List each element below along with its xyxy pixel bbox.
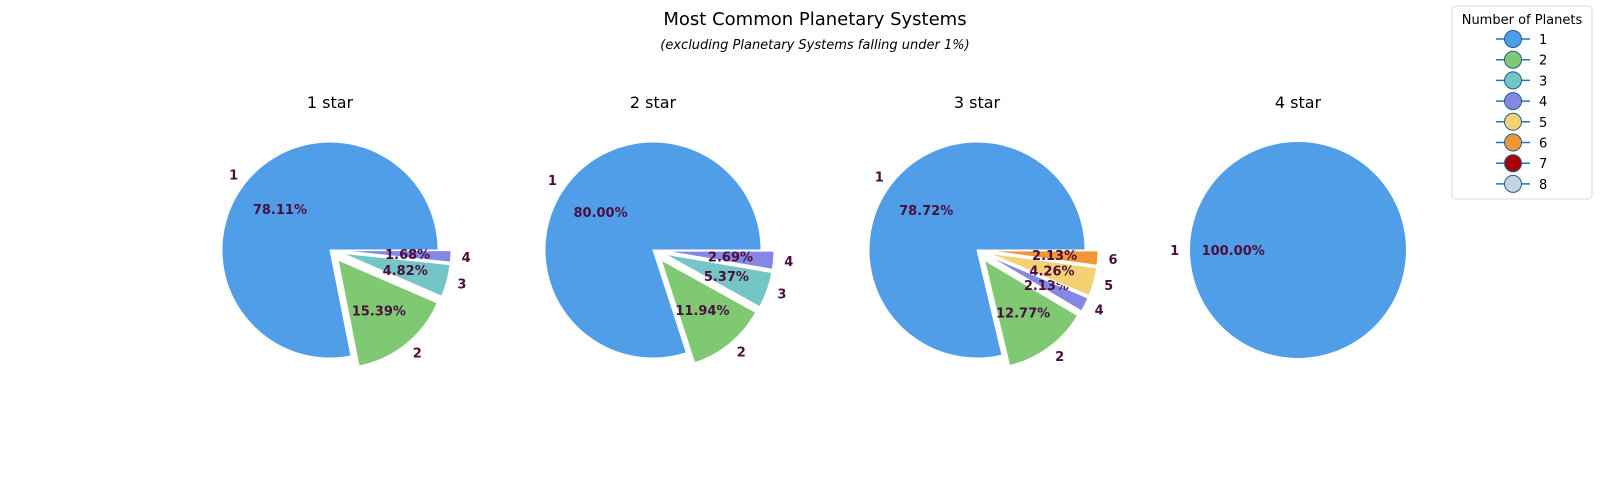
legend-item: 7 bbox=[1496, 154, 1547, 173]
pie-slice bbox=[221, 141, 439, 359]
legend-frame bbox=[1451, 5, 1593, 200]
legend-item: 4 bbox=[1496, 92, 1547, 111]
pie-title: 1 star bbox=[307, 93, 354, 112]
legend-item: 8 bbox=[1496, 174, 1547, 193]
legend-marker bbox=[1504, 154, 1522, 173]
legend-item: 1 bbox=[1496, 30, 1547, 48]
slice-percent-label: 4.26% bbox=[1029, 265, 1074, 280]
pie-title: 4 star bbox=[1275, 93, 1322, 112]
slice-category-label: 1 bbox=[229, 169, 238, 184]
slice-percent-label: 5.37% bbox=[704, 270, 749, 285]
pie-slice bbox=[1190, 142, 1406, 358]
slice-percent-label: 2.69% bbox=[708, 251, 753, 266]
slice-category-label: 5 bbox=[1104, 279, 1113, 294]
slice-percent-label: 12.77% bbox=[996, 307, 1050, 322]
slice-percent-label: 78.72% bbox=[899, 204, 953, 219]
legend-marker bbox=[1504, 92, 1522, 111]
legend-label: 1 bbox=[1539, 33, 1547, 48]
legend-item: 3 bbox=[1496, 71, 1547, 90]
pie-slice bbox=[665, 250, 775, 270]
slice-category-label: 2 bbox=[737, 346, 746, 361]
legend-marker bbox=[1504, 30, 1522, 48]
legend-label: 4 bbox=[1539, 95, 1547, 110]
pie-slice bbox=[868, 141, 1086, 359]
chart-title: Most Common Planetary Systems bbox=[663, 9, 966, 30]
slice-category-label: 1 bbox=[875, 170, 884, 185]
slice-category-label: 4 bbox=[462, 251, 471, 266]
slice-category-label: 4 bbox=[1095, 303, 1104, 318]
legend-item: 6 bbox=[1496, 133, 1547, 152]
slice-category-label: 2 bbox=[1055, 350, 1064, 365]
slice-category-label: 3 bbox=[457, 277, 466, 292]
legend-label: 6 bbox=[1539, 137, 1547, 152]
legend: Number of Planets 1 2 3 4 5 6 7 8 bbox=[1451, 5, 1593, 200]
pie-slice bbox=[989, 250, 1099, 266]
legend-item: 5 bbox=[1496, 112, 1547, 131]
slice-category-label: 4 bbox=[784, 255, 793, 270]
pie-slice bbox=[983, 259, 1079, 367]
legend-label: 2 bbox=[1539, 54, 1547, 69]
slice-percent-label: 78.11% bbox=[253, 203, 307, 218]
pie-2: 2 star 80.00% 1 11.94% 2 5.37% 3 2.69% 4 bbox=[544, 93, 793, 364]
pie-slice bbox=[544, 141, 762, 359]
legend-marker bbox=[1504, 71, 1522, 90]
pie-slice bbox=[989, 252, 1098, 297]
legend-marker bbox=[1504, 133, 1522, 152]
chart-subtitle: (excluding Planetary Systems falling und… bbox=[660, 38, 969, 53]
pie-slice bbox=[342, 252, 451, 297]
pie-title: 3 star bbox=[954, 93, 1001, 112]
legend-marker bbox=[1504, 50, 1522, 69]
slice-category-label: 3 bbox=[777, 288, 786, 303]
slice-percent-label: 1.68% bbox=[385, 248, 430, 263]
legend-label: 7 bbox=[1539, 157, 1547, 172]
pie-1: 1 star 78.11% 1 15.39% 2 4.82% 3 1.68% 4 bbox=[221, 93, 471, 367]
pie-4: 4 star 100.00% 1 bbox=[1170, 93, 1406, 358]
pie-title: 2 star bbox=[630, 93, 677, 112]
slice-percent-label: 100.00% bbox=[1202, 244, 1265, 259]
legend-label: 5 bbox=[1539, 116, 1547, 131]
legend-marker bbox=[1504, 112, 1522, 131]
pie-slice bbox=[337, 259, 438, 367]
slice-category-label: 1 bbox=[1170, 244, 1179, 259]
slice-category-label: 2 bbox=[413, 347, 422, 362]
slice-category-label: 1 bbox=[548, 174, 557, 189]
legend-title: Number of Planets bbox=[1462, 13, 1583, 28]
slice-percent-label: 15.39% bbox=[352, 305, 406, 320]
slice-percent-label: 11.94% bbox=[675, 304, 729, 319]
slice-category-label: 6 bbox=[1108, 253, 1117, 268]
slice-percent-label: 4.82% bbox=[383, 264, 428, 279]
legend-item: 2 bbox=[1496, 50, 1547, 69]
pies-group: 1 star 78.11% 1 15.39% 2 4.82% 3 1.68% 4 2 star 80… bbox=[221, 93, 1406, 367]
pie-slice bbox=[660, 258, 757, 364]
legend-label: 3 bbox=[1539, 74, 1547, 89]
slice-percent-label: 2.13% bbox=[1032, 249, 1077, 264]
pie-slice bbox=[342, 250, 452, 263]
pie-slice bbox=[664, 253, 773, 308]
legend-label: 8 bbox=[1539, 178, 1547, 193]
slice-percent-label: 80.00% bbox=[573, 206, 627, 221]
legend-marker bbox=[1504, 174, 1522, 193]
pie-slice bbox=[988, 255, 1089, 312]
